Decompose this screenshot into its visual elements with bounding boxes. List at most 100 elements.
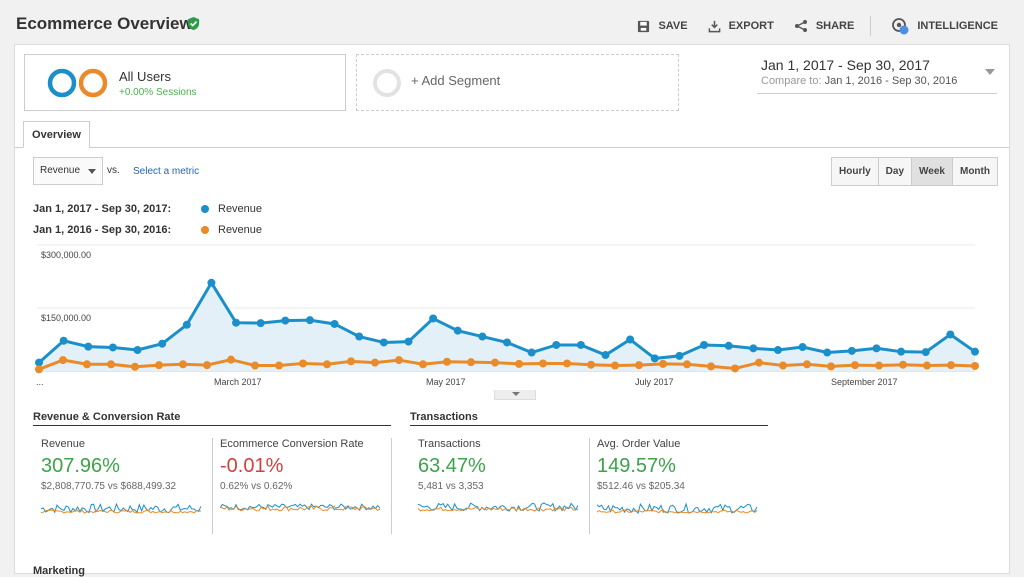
intelligence-button[interactable]: INTELLIGENCE bbox=[891, 17, 998, 35]
segment-all-users[interactable]: All Users +0.00% Sessions bbox=[24, 54, 346, 111]
revenue-2016-point[interactable] bbox=[131, 362, 139, 371]
revenue-2017-point[interactable] bbox=[872, 344, 881, 353]
revenue-2017-point[interactable] bbox=[59, 336, 68, 345]
revenue-2016-point[interactable] bbox=[659, 359, 667, 368]
revenue-2017-point[interactable] bbox=[133, 346, 142, 354]
revenue-2016-point[interactable] bbox=[35, 365, 43, 374]
revenue-2017-point[interactable] bbox=[847, 346, 856, 355]
select-metric-link[interactable]: Select a metric bbox=[133, 166, 200, 177]
revenue-2016-point[interactable] bbox=[323, 360, 331, 369]
revenue-2017-point[interactable] bbox=[650, 354, 659, 363]
revenue-2017-point[interactable] bbox=[503, 338, 511, 347]
granularity-day-button[interactable]: Day bbox=[878, 158, 913, 185]
revenue-2016-point[interactable] bbox=[707, 362, 715, 371]
revenue-2016-point[interactable] bbox=[635, 361, 643, 370]
granularity-hourly-button[interactable]: Hourly bbox=[832, 158, 879, 185]
granularity-month-button[interactable]: Month bbox=[952, 158, 997, 185]
revenue-2016-point[interactable] bbox=[227, 355, 235, 364]
revenue-2017-point[interactable] bbox=[108, 343, 117, 352]
revenue-2017-point[interactable] bbox=[232, 318, 241, 327]
revenue-2016-point[interactable] bbox=[923, 361, 931, 370]
revenue-2017-point[interactable] bbox=[946, 330, 955, 339]
revenue-2016-point[interactable] bbox=[539, 359, 547, 368]
revenue-2016-point[interactable] bbox=[851, 361, 859, 370]
revenue-2016-point[interactable] bbox=[563, 359, 571, 368]
revenue-2017-point[interactable] bbox=[429, 314, 438, 323]
revenue-2016-point[interactable] bbox=[515, 359, 523, 368]
revenue-2017-point[interactable] bbox=[355, 332, 364, 341]
revenue-2016-point[interactable] bbox=[179, 360, 187, 369]
revenue-2016-point[interactable] bbox=[275, 361, 283, 370]
revenue-2016-point[interactable] bbox=[203, 361, 211, 370]
revenue-section-title: Revenue & Conversion Rate bbox=[33, 411, 391, 426]
revenue-2017-point[interactable] bbox=[675, 351, 684, 360]
transactions-tile[interactable]: Transactions 63.47% 5,481 vs 3,353 bbox=[418, 438, 590, 534]
revenue-2017-point[interactable] bbox=[601, 351, 610, 360]
revenue-2017-point[interactable] bbox=[330, 319, 339, 328]
revenue-2017-point[interactable] bbox=[897, 347, 906, 356]
revenue-2017-point[interactable] bbox=[478, 332, 487, 341]
revenue-tile[interactable]: Revenue 307.96% $2,808,770.75 vs $688,49… bbox=[41, 438, 213, 534]
export-button[interactable]: EXPORT bbox=[708, 20, 774, 33]
revenue-2016-point[interactable] bbox=[971, 361, 979, 370]
revenue-2017-point[interactable] bbox=[158, 339, 167, 348]
revenue-2016-point[interactable] bbox=[443, 357, 451, 366]
revenue-2017-point[interactable] bbox=[971, 347, 979, 356]
revenue-2017-point[interactable] bbox=[724, 341, 733, 350]
revenue-2017-point[interactable] bbox=[626, 335, 635, 344]
date-range-picker[interactable]: Jan 1, 2017 - Sep 30, 2017 Compare to: J… bbox=[757, 57, 997, 94]
revenue-2016-point[interactable] bbox=[875, 361, 883, 370]
revenue-2017-point[interactable] bbox=[256, 319, 265, 328]
revenue-2017-point[interactable] bbox=[404, 337, 413, 346]
revenue-2016-point[interactable] bbox=[395, 356, 403, 365]
revenue-2017-point[interactable] bbox=[823, 348, 832, 357]
revenue-2017-point[interactable] bbox=[281, 316, 290, 325]
revenue-2017-point[interactable] bbox=[798, 343, 807, 352]
revenue-2016-point[interactable] bbox=[683, 360, 691, 369]
revenue-2016-point[interactable] bbox=[731, 364, 739, 373]
revenue-2016-point[interactable] bbox=[755, 358, 763, 367]
revenue-2017-point[interactable] bbox=[921, 348, 930, 357]
revenue-2016-point[interactable] bbox=[83, 360, 91, 369]
revenue-2016-point[interactable] bbox=[611, 361, 619, 370]
revenue-2016-point[interactable] bbox=[251, 361, 259, 370]
revenue-2016-point[interactable] bbox=[155, 361, 163, 370]
revenue-2016-point[interactable] bbox=[779, 361, 787, 370]
revenue-2016-point[interactable] bbox=[419, 360, 427, 369]
metric-dropdown[interactable]: Revenue bbox=[33, 157, 103, 185]
revenue-2017-point[interactable] bbox=[35, 358, 43, 367]
share-button[interactable]: SHARE bbox=[794, 19, 854, 33]
revenue-2017-point[interactable] bbox=[207, 278, 216, 287]
revenue-line-chart[interactable]: $300,000.00 $150,000.00 ... March 2017 M… bbox=[15, 240, 1009, 390]
granularity-week-button[interactable]: Week bbox=[912, 158, 953, 185]
revenue-2016-point[interactable] bbox=[299, 359, 307, 368]
revenue-2016-point[interactable] bbox=[491, 358, 499, 367]
tab-overview[interactable]: Overview bbox=[23, 121, 90, 148]
revenue-2017-point[interactable] bbox=[182, 320, 191, 329]
revenue-2017-point[interactable] bbox=[453, 326, 462, 335]
revenue-2017-point[interactable] bbox=[576, 340, 585, 349]
revenue-2016-point[interactable] bbox=[899, 360, 907, 369]
revenue-2017-point[interactable] bbox=[527, 348, 536, 357]
revenue-2017-point[interactable] bbox=[84, 342, 93, 351]
chart-collapse-handle[interactable] bbox=[494, 390, 536, 400]
revenue-2016-point[interactable] bbox=[59, 356, 67, 365]
revenue-2016-point[interactable] bbox=[347, 357, 355, 366]
revenue-2016-point[interactable] bbox=[467, 358, 475, 367]
revenue-2017-point[interactable] bbox=[700, 340, 709, 349]
revenue-2017-point[interactable] bbox=[379, 338, 388, 347]
revenue-2017-point[interactable] bbox=[305, 316, 314, 325]
revenue-2017-point[interactable] bbox=[552, 340, 561, 349]
avg-order-value-tile[interactable]: Avg. Order Value 149.57% $512.46 vs $205… bbox=[597, 438, 769, 534]
revenue-2017-point[interactable] bbox=[749, 344, 758, 353]
add-segment-button[interactable]: + Add Segment bbox=[356, 54, 679, 111]
revenue-2016-point[interactable] bbox=[371, 358, 379, 367]
conversion-rate-tile[interactable]: Ecommerce Conversion Rate -0.01% 0.62% v… bbox=[220, 438, 392, 534]
revenue-2016-point[interactable] bbox=[827, 362, 835, 371]
revenue-2017-point[interactable] bbox=[773, 346, 782, 354]
revenue-2016-point[interactable] bbox=[947, 361, 955, 370]
revenue-2016-point[interactable] bbox=[107, 360, 115, 369]
save-button[interactable]: SAVE bbox=[637, 20, 688, 33]
revenue-2016-point[interactable] bbox=[803, 360, 811, 369]
revenue-2016-point[interactable] bbox=[587, 360, 595, 369]
